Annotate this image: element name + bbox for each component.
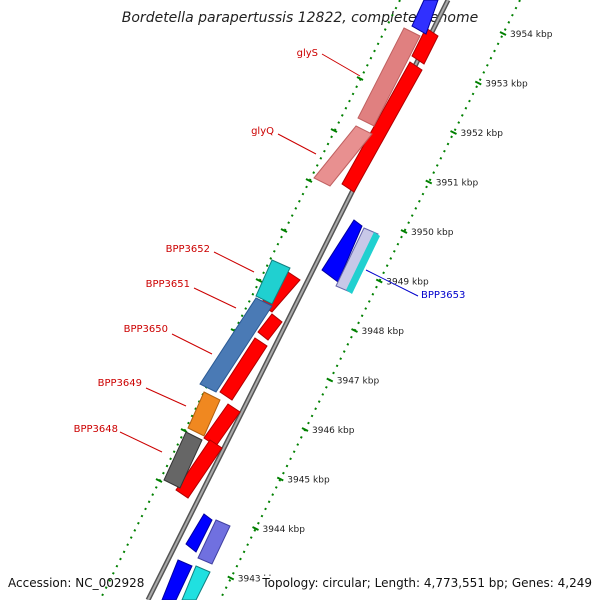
gene-labels: glyS glyQ BPP3652 BPP3651 BPP3650 BPP364…	[74, 48, 466, 435]
outer-tick	[280, 228, 288, 233]
kbp-tick-label: 3950 kbp	[411, 228, 454, 238]
kbp-tick-label: 3945 kbp	[287, 476, 330, 486]
kbp-tick	[425, 179, 433, 185]
outer-tick	[255, 278, 263, 283]
outer-tick	[356, 76, 364, 81]
gene-glyS-forward	[411, 27, 439, 65]
gene-bpp3648-band	[163, 431, 203, 489]
reverse-strand-genes	[161, 0, 439, 600]
kbp-tick	[499, 31, 507, 36]
gene-lower-reverse-1	[185, 513, 213, 553]
genome-stats-label: Topology: circular; Length: 4,773,551 bp…	[262, 576, 592, 590]
gene-lower-reverse-2	[197, 519, 231, 565]
gene-top-reverse	[411, 0, 439, 35]
outer-tick	[330, 128, 338, 133]
label-leaders	[119, 53, 419, 453]
gene-label-bpp3653: BPP3653	[421, 290, 465, 301]
kbp-tick-label: 3946 kbp	[312, 426, 355, 436]
gene-label-glyQ: glyQ	[251, 126, 274, 137]
gene-label-bpp3650: BPP3650	[124, 324, 168, 335]
outer-tick	[155, 478, 163, 483]
kbp-tick	[301, 427, 309, 432]
gene-glyQ-band	[313, 125, 373, 187]
gene-label-bpp3651: BPP3651	[146, 279, 190, 290]
kbp-tick	[227, 575, 235, 581]
kbp-tick-label: 3954 kbp	[510, 30, 553, 40]
kbp-tick-label: 3944 kbp	[263, 525, 306, 535]
kbp-tick-label: 3951 kbp	[436, 179, 479, 189]
gene-bpp3651-forward	[257, 313, 283, 341]
gene-label-bpp3649: BPP3649	[98, 378, 142, 389]
kbp-tick	[474, 80, 482, 86]
gene-lower-reverse-4	[181, 565, 211, 600]
forward-strand-genes	[175, 27, 439, 499]
gene-label-bpp3652: BPP3652	[166, 244, 210, 255]
kbp-tick-label: 3947 kbp	[337, 377, 380, 387]
outer-tick	[305, 178, 313, 183]
kbp-tick-label: 3952 kbp	[461, 129, 504, 139]
gene-label-bpp3648: BPP3648	[74, 424, 118, 435]
gene-bpp3651-band	[199, 297, 273, 393]
kbp-tick	[351, 328, 358, 333]
kbp-tick	[450, 130, 457, 135]
accession-label: Accession: NC_002928	[8, 576, 145, 590]
kbp-tick-label: 3943 kbp	[238, 575, 281, 585]
kbp-tick-label: 3949 kbp	[386, 278, 429, 288]
outer-tick-ring	[99, 0, 401, 600]
kbp-tick	[276, 476, 284, 482]
kbp-tick-labels: 3954 kbp 3953 kbp 3952 kbp 3951 kbp 3950 kbp…	[238, 30, 553, 585]
kbp-tick	[326, 377, 334, 383]
gene-bpp3652-band	[255, 259, 291, 305]
kbp-tick-label: 3953 kbp	[485, 80, 528, 90]
gene-glyS-band	[357, 27, 421, 127]
kbp-tick-label: 3948 kbp	[362, 327, 405, 337]
kbp-tick	[252, 526, 259, 531]
kbp-tick	[400, 229, 408, 234]
forward-strand-overlay	[163, 27, 421, 489]
gene-label-glyS: glyS	[297, 48, 318, 59]
gene-bpp3653-stripe	[346, 232, 380, 294]
major-ticks	[155, 31, 507, 581]
gene-bpp3650-forward	[219, 337, 268, 401]
gene-lower-reverse-3	[161, 559, 193, 600]
gene-bpp3649-band	[187, 391, 221, 437]
gene-bpp3648-forward	[175, 439, 223, 499]
kbp-tick	[375, 278, 383, 284]
